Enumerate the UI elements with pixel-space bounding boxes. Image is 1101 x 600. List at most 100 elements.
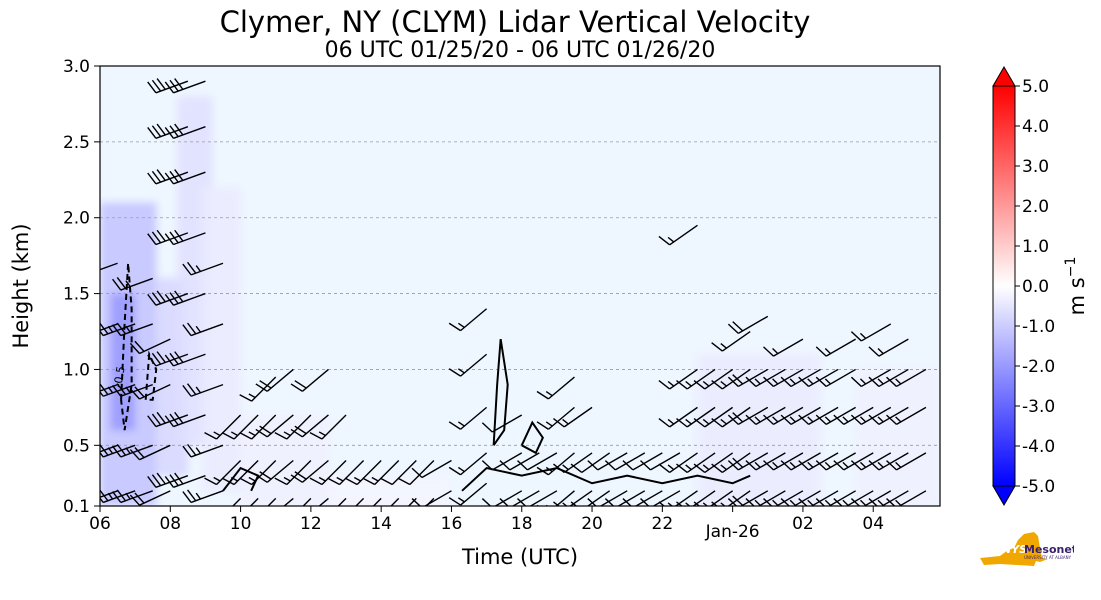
contour-0 [120,263,133,431]
wind-barb-106 [604,452,646,471]
velocity-contours [120,263,751,492]
wind-barb-94 [536,490,575,506]
wind-barb-75 [362,459,400,486]
wind-barb-93 [517,452,558,471]
wind-barb-126 [711,406,751,428]
wind-barb-146 [780,368,821,388]
y-axis-label: Height (km) [9,223,33,348]
wind-barb-124 [711,490,751,506]
wind-barb-135 [745,452,786,471]
wind-barb-85 [448,353,488,377]
wind-barb-101 [570,490,611,506]
wind-barb-36 [164,290,206,306]
wind-barb-109 [640,490,681,506]
colorbar-tick-label-0: 5.0 [1022,77,1049,97]
wind-barb-155 [815,338,856,357]
wind-barb-86 [448,308,488,332]
wind-barb-95 [536,452,575,476]
wind-barb-143 [780,490,821,506]
wind-barb-77 [379,459,417,486]
wind-barb-73 [344,459,382,486]
x-tick-label-4: 14 [370,514,392,534]
plot-frame [99,65,941,507]
wind-barb-24 [129,338,171,355]
x-axis-label: Time (UTC) [461,545,578,569]
x-tick-label-8: 22 [652,514,674,534]
colorbar-tick-label-5: 0.0 [1022,277,1049,297]
wind-barb-51 [221,414,259,440]
wind-barb-125 [711,452,751,473]
wind-barb-13 [100,443,136,458]
wind-barb-150 [798,368,839,388]
colorbar-label-exponent: −1 [1063,257,1079,278]
colorbar-label-unit: m s [1065,277,1089,315]
wind-barb-40 [164,78,206,94]
colorbar-extend-high [992,66,1016,87]
wind-barb-14 [100,383,136,397]
wind-barb-79 [397,459,435,486]
wind-barb-6 [100,81,101,82]
wind-barb-44 [182,322,224,337]
wind-barb-83 [448,452,488,476]
wind-barb-139 [763,452,804,471]
wind-barb-38 [164,169,206,185]
wind-barb-113 [658,406,698,428]
wind-barb-157 [833,452,874,471]
wind-barb-35 [164,351,206,367]
wind-barb-89 [481,414,523,433]
wind-barb-148 [798,452,839,471]
wind-barb-61 [274,459,312,486]
wind-barb-151 [815,490,856,506]
wind-barb-43 [182,383,224,397]
wind-barb-23 [129,383,171,400]
wind-barb-130 [727,452,769,471]
wind-barb-88 [481,452,523,471]
wind-barb-154 [815,368,856,388]
wind-barb-76 [407,497,417,506]
x-tick-label-11: 04 [862,514,884,534]
colorbar-extend-low [992,485,1016,506]
wind-barb-105 [604,490,646,506]
wind-barb-136 [745,406,786,425]
x-tick-label-3: 12 [300,514,322,534]
contour-1 [144,350,158,401]
wind-barb-171 [886,406,927,425]
wind-barb-156 [833,490,874,506]
wind-barb-122 [693,406,734,428]
wind-barb-39 [164,123,206,139]
wind-barb-114 [658,368,698,390]
wind-barb-10 [100,323,118,332]
wind-barb-161 [850,406,892,425]
wind-barb-33 [164,472,206,488]
wind-barb-87 [481,490,523,506]
x-tick-label-0: 06 [89,514,111,534]
x-tick-label-9: Jan-26 [705,522,760,542]
colorbar-tick-label-4: 1.0 [1022,237,1049,257]
wind-barb-149 [798,406,839,425]
velocity-region-5 [240,414,329,506]
wind-barb-116 [676,490,716,506]
wind-barb-159 [850,490,892,506]
wind-barb-82 [448,482,488,506]
wind-barb-30 [147,169,189,185]
wind-barb-53 [239,459,277,486]
wind-barb-147 [798,490,839,506]
wind-barb-49 [249,497,259,506]
wind-barb-78 [425,497,435,506]
wind-barb-67 [337,497,347,506]
wind-barb-158 [833,406,874,425]
wind-barb-167 [868,368,909,388]
wind-barb-56 [283,497,294,506]
wind-barb-96 [536,406,575,430]
wind-barb-66 [290,368,329,392]
colorbar: 5.0 4.0 3.0 2.0 1.0 0.0 -1.0 -2.0 -3.0 -4.0 -5.0 m… [992,66,1089,506]
wind-barb-90 [499,490,540,506]
wind-barb-100 [553,406,593,428]
wind-barb-28 [147,290,189,306]
wind-barb-129 [727,490,769,506]
wind-barb-27 [147,351,189,367]
wind-barb-123 [693,368,734,390]
wind-barb-20 [112,277,153,291]
wind-barb-137 [745,368,786,388]
x-tick-label-10: 02 [792,514,814,534]
